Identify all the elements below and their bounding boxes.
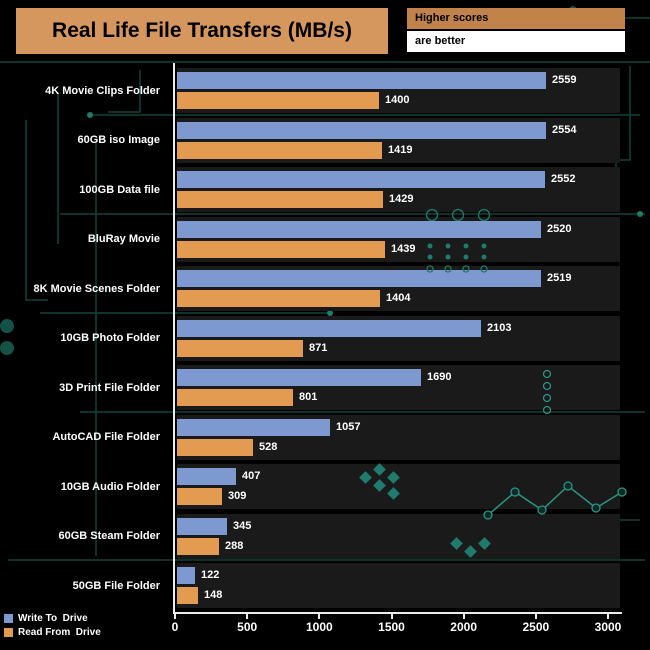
category-label: 60GB iso Image [77,134,160,146]
x-axis-tick [318,614,321,619]
read-bar [177,92,379,109]
y-axis-line [173,63,175,614]
bar-value-label: 2552 [551,173,576,185]
bar-value-label: 1439 [391,242,416,255]
x-axis-line [173,612,622,614]
bar-value-label: 407 [242,470,261,482]
read-bar [177,438,253,456]
legend-item-write: Write To Drive [4,611,101,625]
read-series-swatch [4,627,13,637]
read-bar [177,191,383,208]
category-label: AutoCAD File Folder [52,431,160,443]
x-axis-tick [462,614,465,619]
write-bar [177,72,546,89]
bar-value-label: 2519 [547,272,572,284]
bar-value-label: 801 [299,391,318,403]
x-axis-tick [390,614,393,619]
note-higher-scores: Higher scores [407,8,625,29]
write-bar [177,418,330,436]
bar-value-label: 2103 [487,321,512,334]
x-axis-tick-label: 3000 [594,620,622,634]
bar-value-label: 148 [204,589,223,601]
read-bar [177,587,198,604]
write-series-swatch [4,613,13,623]
note-are-better: are better [407,31,625,52]
category-label: 4K Movie Clips Folder [45,84,160,97]
read-series-label: Read From Drive [18,626,101,638]
x-axis-tick-label: 2500 [522,620,550,634]
category-label: 10GB Audio Folder [60,480,160,493]
bar-value-label: 1419 [388,143,413,156]
read-bar [177,339,303,357]
legend-item-read: Read From Drive [4,625,101,639]
category-label: 8K Movie Scenes Folder [33,282,160,295]
bar-value-label: 1400 [385,94,410,106]
category-label: 10GB Photo Folder [60,332,160,344]
category-label: 3D Print File Folder [59,381,160,394]
write-bar [177,171,545,188]
write-bar [177,468,236,485]
write-bar [177,121,546,139]
legend: Write To Drive Read From Drive [4,611,101,639]
read-bar [177,389,293,406]
read-bar [177,141,382,159]
write-series-label: Write To Drive [18,612,88,624]
category-label: BluRay Movie [87,233,160,245]
bar-value-label: 1057 [336,420,361,433]
bar-value-label: 2520 [547,222,572,235]
bar-value-label: 2554 [552,123,577,136]
bar-value-label: 122 [201,569,220,581]
x-axis-tick [246,614,249,619]
bar-value-label: 288 [225,539,244,552]
x-axis-tick-label: 1500 [378,620,405,634]
bar-value-label: 2559 [552,74,577,86]
read-bar [177,488,222,505]
x-axis-tick [607,614,609,619]
bar-value-label: 345 [233,519,252,532]
x-axis-tick [174,614,176,619]
bar-value-label: 528 [259,440,278,453]
row-band [177,563,620,608]
chart-title: Real Life File Transfers (MB/s) [16,8,388,54]
x-axis-tick-label: 2000 [450,620,477,634]
bar-value-label: 1429 [389,193,414,205]
bar-value-label: 1690 [427,371,452,383]
write-bar [177,220,541,238]
write-bar [177,567,195,584]
row-band [177,513,620,559]
category-label: 100GB Data file [79,183,160,196]
x-axis-tick-label: 0 [171,620,179,634]
category-label: 50GB File Folder [72,579,160,592]
write-bar [177,319,481,337]
write-bar [177,270,541,287]
write-bar [177,369,421,386]
x-axis-tick [534,614,537,619]
read-bar [177,537,219,555]
x-axis-tick-label: 500 [237,620,258,634]
x-axis-tick-label: 1000 [305,620,333,634]
bar-value-label: 309 [228,490,247,502]
bar-value-label: 871 [309,341,328,354]
read-bar [177,240,385,258]
bar-value-label: 1404 [386,292,411,304]
category-label: 60GB Steam Folder [58,530,160,542]
read-bar [177,290,380,307]
write-bar [177,517,227,535]
